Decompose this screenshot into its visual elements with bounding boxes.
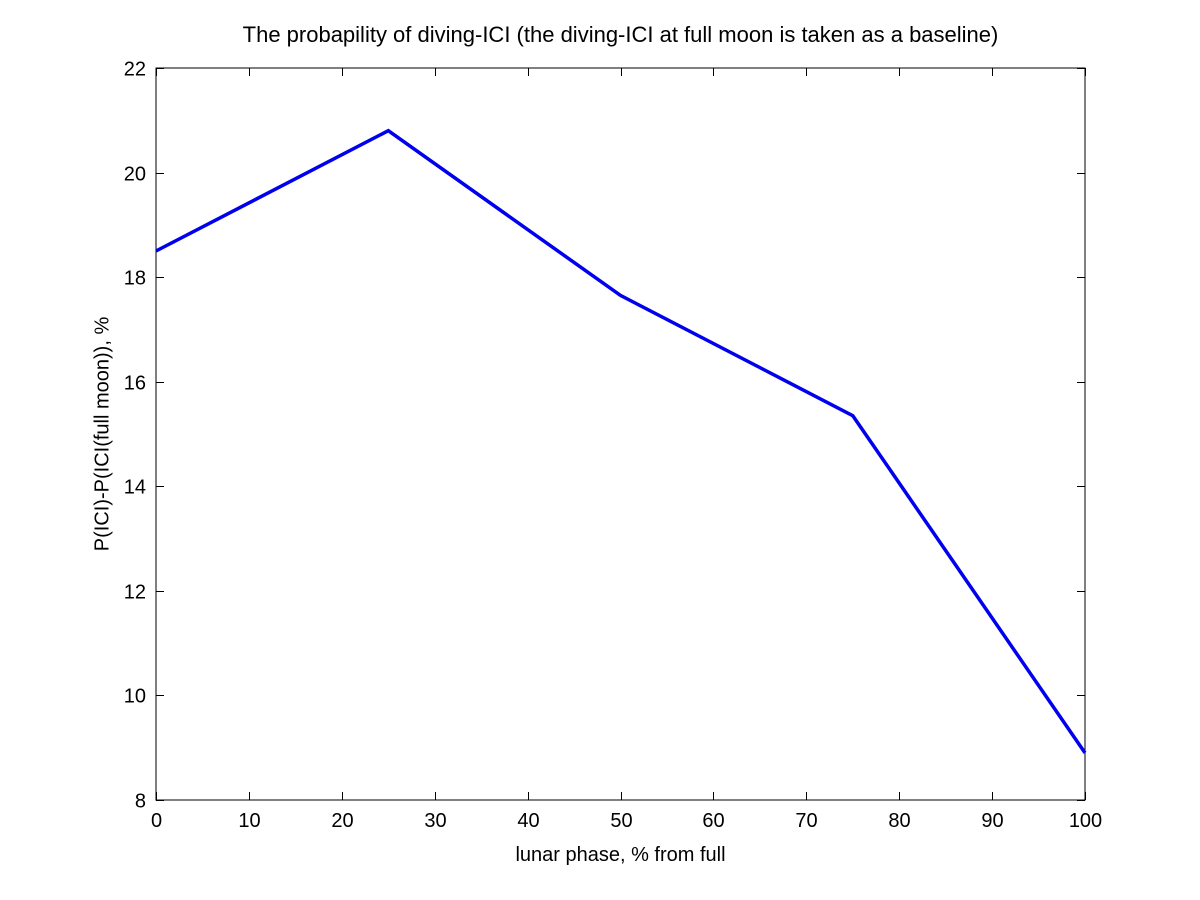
axes-box xyxy=(155,67,1086,801)
y-tick-label: 14 xyxy=(124,477,146,499)
x-tick-label: 90 xyxy=(981,810,1003,832)
x-tick-label: 0 xyxy=(151,810,162,832)
y-axis-label: P(ICI)-P(ICI(full moon)), % xyxy=(91,316,114,552)
y-tick-label: 12 xyxy=(124,582,146,604)
x-axis-label: lunar phase, % from full xyxy=(515,844,726,866)
x-tick-label: 40 xyxy=(517,810,539,832)
x-tick-label: 100 xyxy=(1069,810,1102,832)
y-tick-label: 22 xyxy=(124,59,146,81)
y-tick-label: 18 xyxy=(124,268,146,290)
x-tick-label: 30 xyxy=(424,810,446,832)
x-tick-label: 80 xyxy=(888,810,910,832)
chart-title: The probapility of diving-ICI (the divin… xyxy=(242,22,999,47)
x-tick-label: 60 xyxy=(702,810,724,832)
x-tick-label: 10 xyxy=(238,810,260,832)
y-tick-label: 16 xyxy=(124,373,146,395)
y-tick-label: 8 xyxy=(135,791,146,813)
x-tick-label: 20 xyxy=(331,810,353,832)
y-tick-label: 20 xyxy=(124,164,146,186)
x-tick-label: 70 xyxy=(795,810,817,832)
data-series-line xyxy=(155,128,1087,754)
x-tick-label: 50 xyxy=(610,810,632,832)
y-tick-label: 10 xyxy=(124,686,146,708)
